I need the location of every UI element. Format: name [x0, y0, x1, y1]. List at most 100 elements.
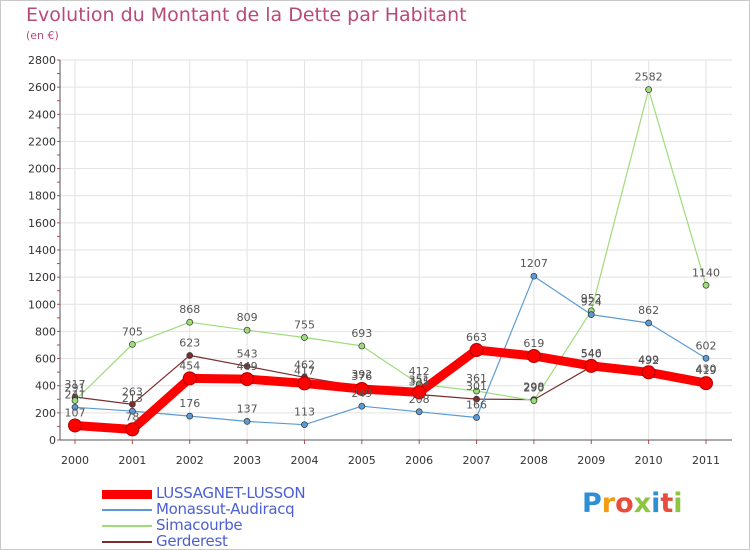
logo-letter: i — [673, 488, 683, 519]
data-point-1 — [473, 414, 480, 421]
y-axis: 0 200 400 600 800 1000 1200 1400 1600 1800 2000 220… — [28, 54, 61, 447]
legend-swatch — [102, 509, 152, 511]
logo-letter: r — [601, 488, 616, 519]
data-label-0: 351 — [409, 373, 430, 386]
data-point-1 — [243, 418, 251, 425]
logo-letter: t — [660, 488, 674, 519]
data-point-3 — [473, 395, 480, 403]
x-tick-label: 2010 — [635, 454, 663, 467]
data-label-1: 241 — [65, 388, 86, 401]
data-label-1: 602 — [696, 339, 717, 352]
data-label-0: 449 — [237, 360, 258, 373]
data-label-0: 454 — [179, 359, 200, 372]
data-label-0: 78 — [125, 410, 139, 423]
data-label-2: 868 — [179, 303, 200, 316]
data-label-3: 430 — [696, 363, 717, 376]
data-labels: 317 263 623 543 462 392 335 301 298 540 492 430 291 7… — [65, 71, 721, 424]
data-label-2: 755 — [294, 319, 315, 332]
data-point-2 — [243, 326, 251, 334]
data-point-2 — [645, 86, 652, 93]
data-label-2: 291 — [65, 382, 86, 395]
grid — [60, 59, 732, 441]
data-point-2 — [358, 342, 366, 350]
data-point-0 — [412, 385, 427, 400]
data-label-3: 492 — [638, 354, 659, 367]
data-label-0: 107 — [65, 406, 86, 419]
data-label-1: 924 — [581, 296, 602, 309]
data-point-2 — [702, 281, 710, 289]
data-point-1 — [129, 407, 136, 415]
series-line-2 — [74, 89, 707, 402]
series-points — [68, 86, 713, 437]
data-point-1 — [530, 272, 538, 280]
logo-letter: i — [651, 488, 661, 519]
legend-swatch — [102, 489, 152, 499]
y-tick-label: 1600 — [28, 217, 56, 230]
series-line-1 — [74, 275, 707, 426]
data-label-0: 619 — [523, 337, 544, 350]
legend-swatch — [102, 541, 152, 543]
y-tick-label: 1800 — [28, 190, 56, 203]
y-tick-label: 1400 — [28, 244, 56, 257]
data-point-2 — [186, 318, 194, 326]
data-label-3: 540 — [581, 348, 602, 361]
data-label-3: 623 — [179, 336, 200, 349]
y-tick-label: 2200 — [28, 135, 56, 148]
chart-subtitle: (en €) — [26, 29, 59, 42]
data-point-0 — [240, 372, 255, 387]
series-lines — [70, 89, 711, 434]
data-label-1: 208 — [409, 393, 430, 406]
logo-letter: x — [633, 488, 652, 519]
line-chart: 0 200 400 600 800 1000 1200 1400 1600 1800 2000 220… — [28, 54, 732, 467]
data-point-0 — [469, 343, 484, 358]
data-point-3 — [186, 352, 194, 359]
data-point-2 — [301, 334, 308, 341]
data-point-0 — [68, 418, 82, 433]
data-label-0: 419 — [696, 364, 717, 377]
data-point-3 — [129, 400, 136, 408]
data-label-2: 361 — [466, 372, 487, 385]
data-label-1: 213 — [122, 392, 143, 405]
x-axis: 2000 2001 2002 2003 2004 2005 2006 2007 2008 2009… — [60, 439, 732, 467]
data-point-0 — [182, 371, 197, 386]
x-tick-label: 2006 — [405, 454, 433, 467]
data-point-2 — [129, 340, 136, 348]
data-point-1 — [358, 402, 366, 410]
data-point-1 — [301, 421, 308, 429]
x-tick-label: 2005 — [348, 454, 376, 467]
data-label-1: 862 — [638, 304, 659, 317]
x-tick-label: 2011 — [692, 454, 720, 467]
x-tick-label: 2007 — [463, 454, 491, 467]
data-point-0 — [354, 381, 369, 396]
legend-label: LUSSAGNET-LUSSON — [156, 484, 306, 502]
data-label-0: 546 — [581, 347, 602, 360]
data-point-2 — [530, 397, 538, 404]
data-label-3: 301 — [466, 380, 487, 393]
y-tick-label: 400 — [35, 380, 56, 393]
data-label-0: 417 — [294, 364, 315, 377]
data-label-2: 693 — [351, 327, 372, 340]
data-point-1 — [186, 412, 194, 420]
y-tick-label: 2000 — [28, 163, 56, 176]
data-point-0 — [297, 376, 312, 391]
y-tick-label: 0 — [49, 434, 56, 447]
data-label-2: 2582 — [635, 71, 663, 84]
data-point-0 — [699, 376, 713, 391]
x-tick-label: 2008 — [520, 454, 548, 467]
data-label-1: 1207 — [520, 257, 548, 270]
data-label-3: 543 — [237, 347, 258, 360]
data-point-3 — [243, 362, 251, 370]
data-point-0 — [584, 358, 599, 373]
data-point-1 — [702, 354, 710, 362]
legend-swatch — [102, 525, 152, 527]
y-tick-label: 2600 — [28, 81, 56, 94]
x-tick-label: 2000 — [61, 454, 89, 467]
x-tick-label: 2004 — [290, 454, 318, 467]
data-label-3: 263 — [122, 385, 143, 398]
series-line-0 — [70, 345, 711, 434]
data-label-1: 166 — [466, 398, 487, 411]
y-tick-label: 2800 — [28, 54, 56, 67]
data-point-2 — [473, 387, 480, 395]
data-label-1: 176 — [179, 397, 200, 410]
